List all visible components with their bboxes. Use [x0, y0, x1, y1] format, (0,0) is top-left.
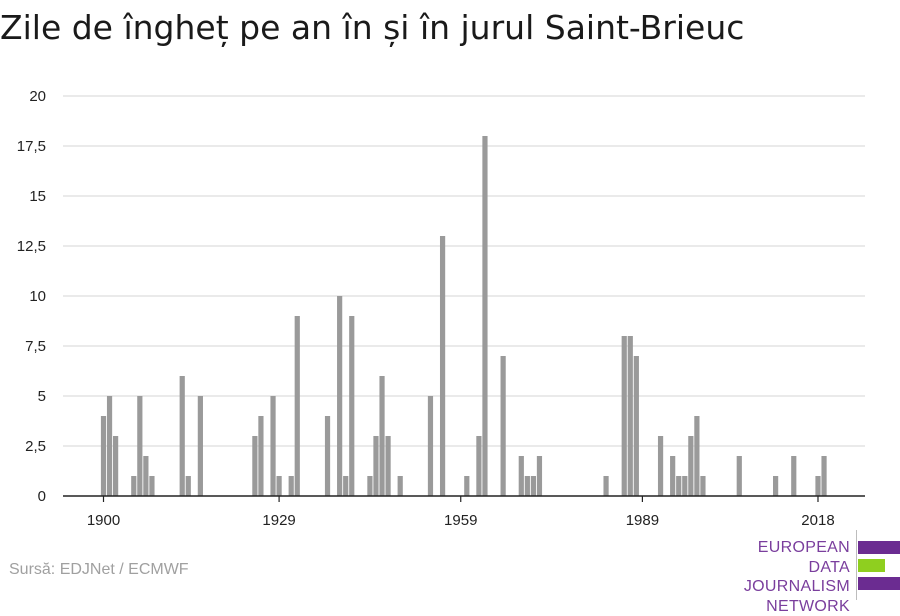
bar	[519, 456, 524, 496]
y-tick-label: 15	[29, 188, 46, 205]
logo-line-3: NETWORK	[700, 597, 850, 616]
y-tick-label: 7,5	[25, 338, 46, 355]
bar	[525, 476, 530, 496]
y-tick-label: 2,5	[25, 438, 46, 455]
logo-divider	[856, 530, 857, 600]
bar	[531, 476, 536, 496]
bar	[670, 456, 675, 496]
bar	[149, 476, 154, 496]
bar	[186, 476, 191, 496]
bar	[700, 476, 705, 496]
bar	[634, 356, 639, 496]
bar	[337, 296, 342, 496]
bar	[482, 136, 487, 496]
bar	[676, 476, 681, 496]
bar-series	[101, 136, 827, 496]
logo-line-1: EUROPEAN	[700, 538, 850, 558]
bar	[295, 316, 300, 496]
bar	[270, 396, 275, 496]
bar	[603, 476, 608, 496]
bar	[737, 456, 742, 496]
bar	[131, 476, 136, 496]
bar	[501, 356, 506, 496]
bar	[137, 396, 142, 496]
bar	[113, 436, 118, 496]
bar	[180, 376, 185, 496]
y-tick-label: 5	[38, 388, 46, 405]
x-axis: 1900 1929 1959 1989 2018	[63, 496, 865, 529]
bar	[252, 436, 257, 496]
x-tick-label: 1929	[262, 512, 295, 529]
bar	[349, 316, 354, 496]
bar	[628, 336, 633, 496]
bar	[464, 476, 469, 496]
bar	[373, 436, 378, 496]
bar	[773, 476, 778, 496]
bar	[325, 416, 330, 496]
bar	[198, 396, 203, 496]
logo-bar-top	[858, 541, 900, 554]
y-tick-label: 17,5	[17, 138, 46, 155]
logo-bar-bottom	[858, 577, 900, 590]
bar	[276, 476, 281, 496]
bar	[694, 416, 699, 496]
y-tick-label: 20	[29, 88, 46, 105]
edjnet-logo: EUROPEAN DATA JOURNALISM NETWORK	[700, 528, 900, 600]
x-tick-label: 1989	[626, 512, 659, 529]
x-tick-label: 2018	[801, 512, 834, 529]
logo-line-2: DATA JOURNALISM	[700, 558, 850, 597]
bar	[107, 396, 112, 496]
x-tick-label: 1900	[87, 512, 120, 529]
frost-days-chart: 0 2,5 5 7,5 10 12,5 15 17,5 20 1900 1929 1959 1989 2…	[0, 0, 900, 530]
y-axis: 0 2,5 5 7,5 10 12,5 15 17,5 20	[17, 88, 46, 505]
bar	[398, 476, 403, 496]
bar	[289, 476, 294, 496]
bar	[537, 456, 542, 496]
x-tick-label: 1959	[444, 512, 477, 529]
bar	[258, 416, 263, 496]
source-note: Sursă: EDJNet / ECMWF	[9, 561, 189, 579]
y-tick-label: 10	[29, 288, 46, 305]
bar	[428, 396, 433, 496]
bar	[379, 376, 384, 496]
bar	[682, 476, 687, 496]
bar	[367, 476, 372, 496]
bar	[688, 436, 693, 496]
bar	[101, 416, 106, 496]
bar	[143, 456, 148, 496]
bar	[343, 476, 348, 496]
bar	[476, 436, 481, 496]
y-tick-label: 0	[38, 488, 46, 505]
y-tick-label: 12,5	[17, 238, 46, 255]
logo-bar-middle	[858, 559, 885, 572]
bar	[385, 436, 390, 496]
bar	[815, 476, 820, 496]
bar	[821, 456, 826, 496]
bar	[658, 436, 663, 496]
bar	[622, 336, 627, 496]
bar	[440, 236, 445, 496]
bar	[791, 456, 796, 496]
